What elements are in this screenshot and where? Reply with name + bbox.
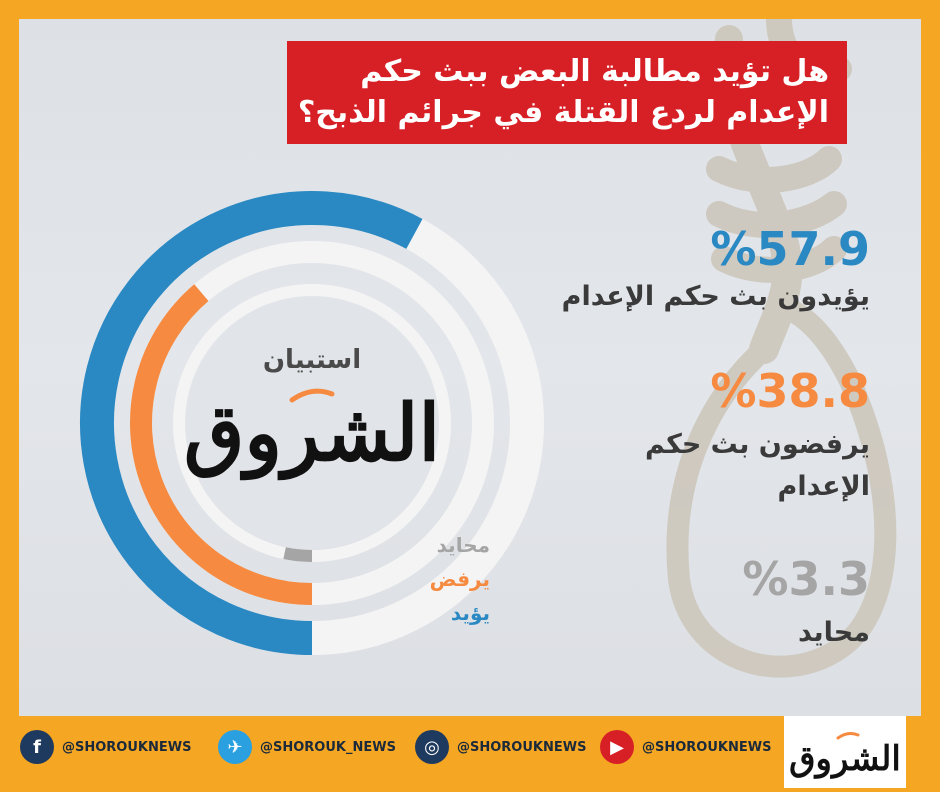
footer-logo-text: الشروق bbox=[789, 739, 901, 779]
legend-item-neutral: محايد bbox=[436, 533, 490, 557]
donut-arc-neutral bbox=[283, 547, 313, 562]
legend-item-support: يؤيد bbox=[450, 601, 490, 625]
twitter-handle: @SHOROUK_NEWS bbox=[260, 739, 396, 755]
title-line-2: الإعدام لردع القتلة في جرائم الذبح؟ bbox=[297, 95, 829, 130]
center-label: استبيان bbox=[263, 345, 361, 375]
social-youtube[interactable]: ▶ @SHOROUKNEWS bbox=[600, 730, 771, 764]
chart-legend: محايد يرفض يؤيد bbox=[400, 528, 490, 630]
social-instagram[interactable]: ◎ @SHOROUKNEWS bbox=[415, 730, 586, 764]
donut-chart: استبيان الشروق bbox=[80, 191, 544, 655]
stat-support: %57.9 يؤيدون بث حكم الإعدام bbox=[562, 222, 870, 318]
donut-arc-support bbox=[80, 191, 423, 655]
facebook-icon: f bbox=[20, 730, 54, 764]
youtube-icon: ▶ bbox=[600, 730, 634, 764]
legend-item-reject: يرفض bbox=[429, 567, 490, 591]
center-disc bbox=[186, 297, 438, 549]
logo-swoosh-icon bbox=[289, 388, 335, 403]
instagram-handle: @SHOROUKNEWS bbox=[457, 739, 587, 755]
footer-logo: الشروق bbox=[784, 716, 906, 788]
instagram-icon: ◎ bbox=[415, 730, 449, 764]
social-facebook[interactable]: f @SHOROUKNEWS bbox=[20, 730, 191, 764]
stat-support-percent: %57.9 bbox=[710, 222, 870, 276]
youtube-handle: @SHOROUKNEWS bbox=[642, 739, 772, 755]
title-line-1: هل تؤيد مطالبة البعض ببث حكم bbox=[360, 54, 829, 89]
question-title: هل تؤيد مطالبة البعض ببث حكم الإعدام لرد… bbox=[287, 41, 847, 144]
footer-logo-mark: الشروق bbox=[789, 732, 901, 779]
facebook-handle: @SHOROUKNEWS bbox=[62, 739, 192, 755]
twitter-icon: ✈ bbox=[218, 730, 252, 764]
donut-arc-reject bbox=[130, 284, 313, 605]
stat-neutral-label: محايد bbox=[797, 617, 870, 648]
stat-reject-label-line-1: يرفضون بث حكم bbox=[644, 429, 870, 460]
footer-logo-swoosh-icon bbox=[836, 732, 860, 740]
center-logo: الشروق bbox=[184, 388, 440, 481]
stat-neutral-percent: %3.3 bbox=[742, 552, 870, 606]
stat-reject-label-line-2: الإعدام bbox=[777, 471, 870, 502]
stat-reject-percent: %38.8 bbox=[710, 364, 870, 418]
stat-reject: %38.8 يرفضون بث حكم الإعدام bbox=[645, 364, 870, 508]
social-twitter[interactable]: ✈ @SHOROUK_NEWS bbox=[218, 730, 396, 764]
stat-support-label: يؤيدون بث حكم الإعدام bbox=[561, 281, 870, 312]
stat-neutral: %3.3 محايد bbox=[742, 552, 870, 654]
